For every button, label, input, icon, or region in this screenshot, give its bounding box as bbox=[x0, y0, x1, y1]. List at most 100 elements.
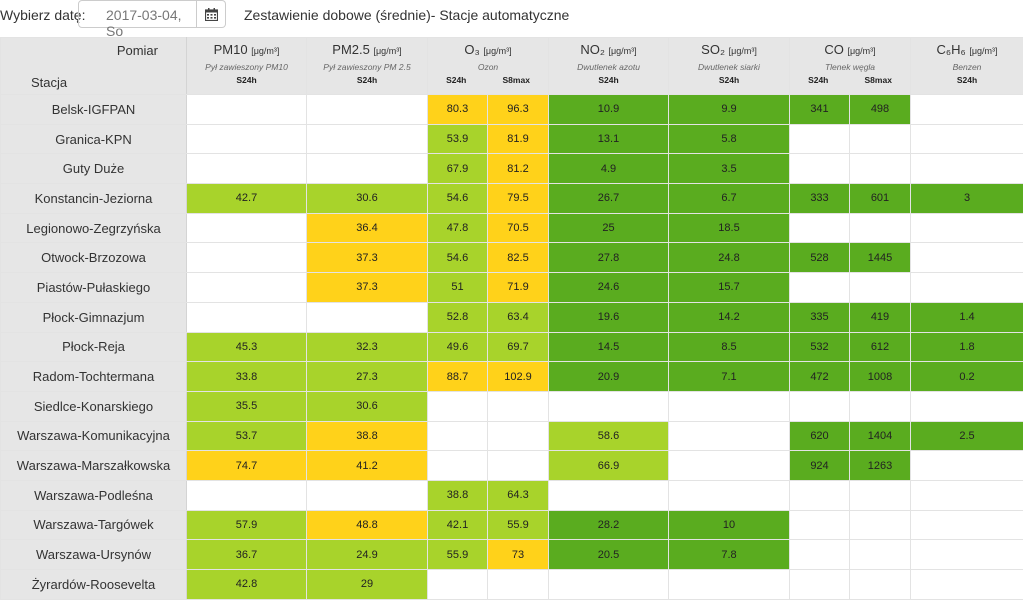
date-label: Wybierz datę: bbox=[0, 7, 85, 23]
station-name[interactable]: Żyrardów-Roosevelta bbox=[1, 570, 187, 600]
measurement-cell: 2.5 bbox=[911, 421, 1023, 451]
measurement-cell: 38.8 bbox=[307, 421, 428, 451]
measurement-cell: 102.9 bbox=[488, 362, 549, 392]
station-name[interactable]: Legionowo-Zegrzyńska bbox=[1, 213, 187, 243]
measurement-cell: 37.3 bbox=[307, 243, 428, 273]
measurement-cell: 14.5 bbox=[549, 332, 669, 362]
measure-type-labels: S24h bbox=[669, 75, 789, 85]
measurement-cell: 64.3 bbox=[488, 480, 549, 510]
measurement-cell: 528 bbox=[790, 243, 850, 273]
station-name[interactable]: Warszawa-Podleśna bbox=[1, 480, 187, 510]
measurement-cell: 13.1 bbox=[549, 124, 669, 154]
station-name[interactable]: Warszawa-Targówek bbox=[1, 510, 187, 540]
station-header: Stacja bbox=[31, 75, 67, 90]
measurement-cell: 7.8 bbox=[669, 540, 790, 570]
measurement-cell bbox=[428, 451, 488, 481]
pollutant-name: O₃ [μg/m³] bbox=[428, 43, 548, 58]
measurement-cell: 1404 bbox=[850, 421, 911, 451]
measurement-cell bbox=[911, 273, 1023, 303]
station-name[interactable]: Radom-Tochtermana bbox=[1, 362, 187, 392]
station-name[interactable]: Płock-Gimnazjum bbox=[1, 302, 187, 332]
measurement-cell bbox=[850, 540, 911, 570]
measurement-cell bbox=[307, 480, 428, 510]
measurement-cell: 620 bbox=[790, 421, 850, 451]
measurement-cell bbox=[911, 213, 1023, 243]
measure-type-label: S24h bbox=[446, 75, 466, 85]
measurement-cell bbox=[187, 124, 307, 154]
station-name[interactable]: Siedlce-Konarskiego bbox=[1, 391, 187, 421]
measurement-cell bbox=[911, 480, 1023, 510]
measurement-cell bbox=[187, 302, 307, 332]
station-name[interactable]: Konstancin-Jeziorna bbox=[1, 184, 187, 214]
measurement-cell bbox=[307, 124, 428, 154]
measurement-cell: 48.8 bbox=[307, 510, 428, 540]
measurement-cell bbox=[549, 480, 669, 510]
measurement-cell: 81.9 bbox=[488, 124, 549, 154]
measurement-cell: 0.2 bbox=[911, 362, 1023, 392]
measurement-cell: 37.3 bbox=[307, 273, 428, 303]
measurement-cell: 14.2 bbox=[669, 302, 790, 332]
measurement-cell: 1.8 bbox=[911, 332, 1023, 362]
station-name[interactable]: Warszawa-Ursynów bbox=[1, 540, 187, 570]
pollutant-name: C₆H₆ [μg/m³] bbox=[911, 43, 1023, 58]
station-name[interactable]: Granica-KPN bbox=[1, 124, 187, 154]
pollutant-description: Dwutlenek siarki bbox=[669, 62, 789, 72]
measurement-cell bbox=[187, 273, 307, 303]
measurement-cell: 88.7 bbox=[428, 362, 488, 392]
measurement-cell bbox=[850, 570, 911, 600]
measurement-cell bbox=[187, 95, 307, 125]
measurement-cell: 1445 bbox=[850, 243, 911, 273]
measurement-cell: 18.5 bbox=[669, 213, 790, 243]
date-input[interactable]: 2017-03-04, So bbox=[78, 0, 197, 28]
pollutant-name: PM2.5 [μg/m³] bbox=[307, 43, 427, 58]
station-name[interactable]: Otwock-Brzozowa bbox=[1, 243, 187, 273]
measurement-cell: 73 bbox=[488, 540, 549, 570]
measurement-cell: 25 bbox=[549, 213, 669, 243]
station-name[interactable]: Belsk-IGFPAN bbox=[1, 95, 187, 125]
measurement-cell bbox=[850, 213, 911, 243]
measure-type-label: S24h bbox=[719, 75, 739, 85]
measurement-cell: 32.3 bbox=[307, 332, 428, 362]
measurement-cell bbox=[850, 124, 911, 154]
calendar-button[interactable] bbox=[197, 0, 226, 28]
measurement-cell bbox=[488, 451, 549, 481]
station-name[interactable]: Warszawa-Marszałkowska bbox=[1, 451, 187, 481]
measurement-cell: 55.9 bbox=[488, 510, 549, 540]
pollutant-description: Tlenek węgla bbox=[790, 62, 910, 72]
measurement-cell: 53.9 bbox=[428, 124, 488, 154]
table-header-row: Pomiar Stacja PM10 [μg/m³]Pył zawieszony… bbox=[1, 38, 1023, 95]
calendar-icon bbox=[205, 8, 218, 21]
measurement-cell: 41.2 bbox=[307, 451, 428, 481]
measurement-header: Pomiar bbox=[117, 43, 158, 58]
station-name[interactable]: Guty Duże bbox=[1, 154, 187, 184]
measurement-cell: 5.8 bbox=[669, 124, 790, 154]
measure-type-label: S24h bbox=[808, 75, 828, 85]
measure-type-label: S24h bbox=[957, 75, 977, 85]
measurement-cell: 42.1 bbox=[428, 510, 488, 540]
measure-type-label: S24h bbox=[598, 75, 618, 85]
station-name[interactable]: Płock-Reja bbox=[1, 332, 187, 362]
measurement-cell bbox=[790, 540, 850, 570]
station-name[interactable]: Piastów-Pułaskiego bbox=[1, 273, 187, 303]
measurement-cell bbox=[911, 154, 1023, 184]
measure-type-label: S24h bbox=[236, 75, 256, 85]
station-name[interactable]: Warszawa-Komunikacyjna bbox=[1, 421, 187, 451]
measurement-cell bbox=[669, 570, 790, 600]
measurement-cell: 1008 bbox=[850, 362, 911, 392]
